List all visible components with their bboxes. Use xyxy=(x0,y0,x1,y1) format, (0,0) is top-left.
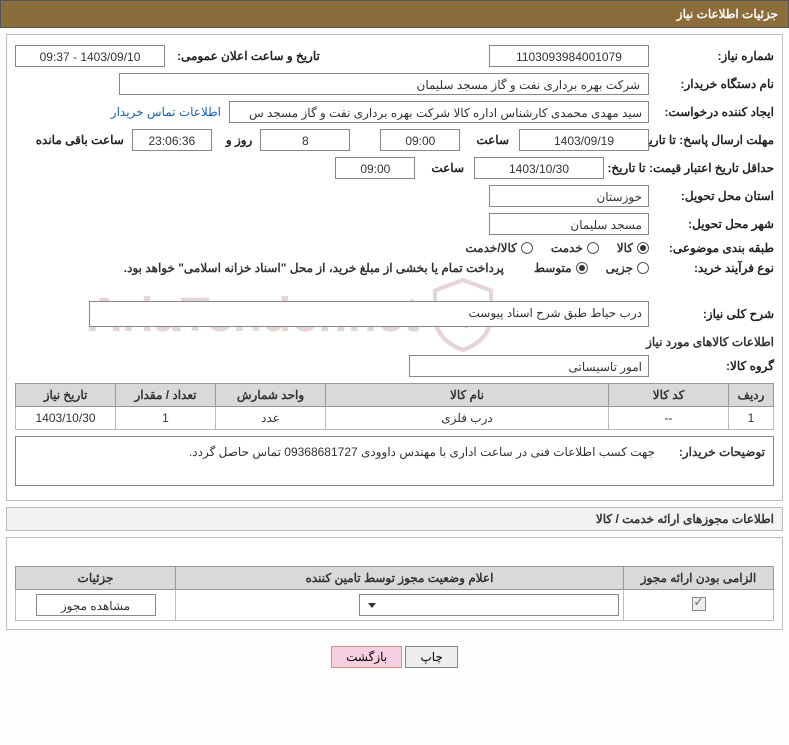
field-validity-time: 09:00 xyxy=(335,157,415,179)
th-row: ردیف xyxy=(729,384,774,407)
radio-service-label: خدمت xyxy=(551,241,583,255)
radio-dot-icon xyxy=(521,242,533,254)
print-button[interactable]: چاپ xyxy=(405,646,457,668)
label-general-desc: شرح کلی نیاز: xyxy=(649,307,774,321)
label-category: طبقه بندی موضوعی: xyxy=(649,241,774,255)
row-buyer-org: نام دستگاه خریدار: شرکت بهره برداری نفت … xyxy=(15,73,774,95)
label-goods-group: گروه کالا: xyxy=(649,359,774,373)
radio-medium[interactable]: متوسط xyxy=(534,261,588,275)
row-goods-group: گروه کالا: امور تاسیساتی xyxy=(15,355,774,377)
back-button[interactable]: بازگشت xyxy=(331,646,402,668)
cell-details: مشاهده مجوز xyxy=(16,590,176,621)
cell-required xyxy=(624,590,774,621)
button-row: چاپ بازگشت xyxy=(0,636,789,674)
radio-both[interactable]: کالا/خدمت xyxy=(465,241,532,255)
row-deadline: مهلت ارسال پاسخ: تا تاریخ: 1403/09/19 سا… xyxy=(15,129,774,151)
field-validity-date: 1403/10/30 xyxy=(474,157,604,179)
field-goods-group: امور تاسیساتی xyxy=(409,355,649,377)
main-panel: AriaTender.net شماره نیاز: 1103093984001… xyxy=(6,34,783,501)
label-buyer-notes: توضیحات خریدار: xyxy=(655,445,765,477)
radio-medium-label: متوسط xyxy=(534,261,572,275)
cell-unit: عدد xyxy=(216,407,326,430)
th-details: جزئیات xyxy=(16,567,176,590)
cell-name: درب فلزی xyxy=(326,407,609,430)
radio-goods[interactable]: کالا xyxy=(617,241,649,255)
row-requester: ایجاد کننده درخواست: سید مهدی محمدی کارش… xyxy=(15,101,774,123)
section-goods-info: اطلاعات کالاهای مورد نیاز xyxy=(15,335,774,349)
cell-date: 1403/10/30 xyxy=(16,407,116,430)
row-general-desc: شرح کلی نیاز: درب حیاط طبق شرح اسناد پیو… xyxy=(15,301,774,327)
goods-table: ردیف کد کالا نام کالا واحد شمارش تعداد /… xyxy=(15,383,774,430)
field-buyer-org: شرکت بهره برداری نفت و گاز مسجد سلیمان xyxy=(119,73,649,95)
table-row: 1 -- درب فلزی عدد 1 1403/10/30 xyxy=(16,407,774,430)
label-province: استان محل تحویل: xyxy=(649,189,774,203)
th-qty: تعداد / مقدار xyxy=(116,384,216,407)
row-province: استان محل تحویل: خوزستان xyxy=(15,185,774,207)
label-need-no: شماره نیاز: xyxy=(649,49,774,63)
th-permit-required: الزامی بودن ارائه مجوز xyxy=(624,567,774,590)
permits-table: الزامی بودن ارائه مجوز اعلام وضعیت مجوز … xyxy=(15,566,774,621)
permits-panel: الزامی بودن ارائه مجوز اعلام وضعیت مجوز … xyxy=(6,537,783,630)
label-time-1: ساعت xyxy=(470,133,509,147)
label-city: شهر محل تحویل: xyxy=(649,217,774,231)
radio-dot-icon xyxy=(587,242,599,254)
field-time-remain: 23:06:36 xyxy=(132,129,212,151)
radio-minor-label: جزیی xyxy=(606,261,633,275)
label-purchase-type: نوع فرآیند خرید: xyxy=(649,261,774,275)
th-date: تاریخ نیاز xyxy=(16,384,116,407)
row-category: طبقه بندی موضوعی: کالا خدمت کالا/خدمت xyxy=(15,241,774,255)
th-name: نام کالا xyxy=(326,384,609,407)
field-deadline-time: 09:00 xyxy=(380,129,460,151)
permits-header: اطلاعات مجوزهای ارائه خدمت / کالا xyxy=(6,507,783,531)
label-validity: حداقل تاریخ اعتبار قیمت: تا تاریخ: xyxy=(604,161,774,175)
field-announce-dt: 1403/09/10 - 09:37 xyxy=(15,45,165,67)
radio-dot-icon xyxy=(637,242,649,254)
radio-dot-icon xyxy=(576,262,588,274)
row-city: شهر محل تحویل: مسجد سلیمان xyxy=(15,213,774,235)
table-row: مشاهده مجوز xyxy=(16,590,774,621)
row-purchase-type: نوع فرآیند خرید: جزیی متوسط پرداخت تمام … xyxy=(15,261,774,275)
row-need-no: شماره نیاز: 1103093984001079 تاریخ و ساع… xyxy=(15,45,774,67)
field-buyer-notes: جهت کسب اطلاعات فنی در ساعت اداری با مهن… xyxy=(24,445,655,477)
field-deadline-date: 1403/09/19 xyxy=(519,129,649,151)
checkbox-icon[interactable] xyxy=(692,597,706,611)
status-select[interactable] xyxy=(359,594,619,616)
field-general-desc: درب حیاط طبق شرح اسناد پیوست xyxy=(89,301,649,327)
field-province: خوزستان xyxy=(489,185,649,207)
label-remaining: ساعت باقی مانده xyxy=(30,133,124,147)
radio-goods-label: کالا xyxy=(617,241,633,255)
field-requester: سید مهدی محمدی کارشناس اداره کالا شرکت ب… xyxy=(229,101,649,123)
label-days-and: روز و xyxy=(220,133,253,147)
th-code: کد کالا xyxy=(609,384,729,407)
label-time-2: ساعت xyxy=(425,161,464,175)
field-city: مسجد سلیمان xyxy=(489,213,649,235)
cell-code: -- xyxy=(609,407,729,430)
label-announce-dt: تاریخ و ساعت اعلان عمومی: xyxy=(171,49,320,63)
radio-both-label: کالا/خدمت xyxy=(465,241,516,255)
link-buyer-contact[interactable]: اطلاعات تماس خریدار xyxy=(111,105,221,119)
row-validity: حداقل تاریخ اعتبار قیمت: تا تاریخ: 1403/… xyxy=(15,157,774,179)
th-permit-status: اعلام وضعیت مجوز توسط تامین کننده xyxy=(176,567,624,590)
cell-row: 1 xyxy=(729,407,774,430)
th-unit: واحد شمارش xyxy=(216,384,326,407)
cell-status xyxy=(176,590,624,621)
field-days-remain: 8 xyxy=(260,129,350,151)
chevron-down-icon xyxy=(368,603,376,608)
page-header: جزئیات اطلاعات نیاز xyxy=(0,0,789,28)
payment-note: پرداخت تمام یا بخشی از مبلغ خرید، از محل… xyxy=(124,261,504,275)
radio-dot-icon xyxy=(637,262,649,274)
buyer-notes-box: توضیحات خریدار: جهت کسب اطلاعات فنی در س… xyxy=(15,436,774,486)
label-requester: ایجاد کننده درخواست: xyxy=(649,105,774,119)
field-need-no: 1103093984001079 xyxy=(489,45,649,67)
label-deadline: مهلت ارسال پاسخ: تا تاریخ: xyxy=(649,133,774,147)
radio-service[interactable]: خدمت xyxy=(551,241,599,255)
view-permit-button[interactable]: مشاهده مجوز xyxy=(36,594,156,616)
cell-qty: 1 xyxy=(116,407,216,430)
radio-minor[interactable]: جزیی xyxy=(606,261,649,275)
label-buyer-org: نام دستگاه خریدار: xyxy=(649,77,774,91)
